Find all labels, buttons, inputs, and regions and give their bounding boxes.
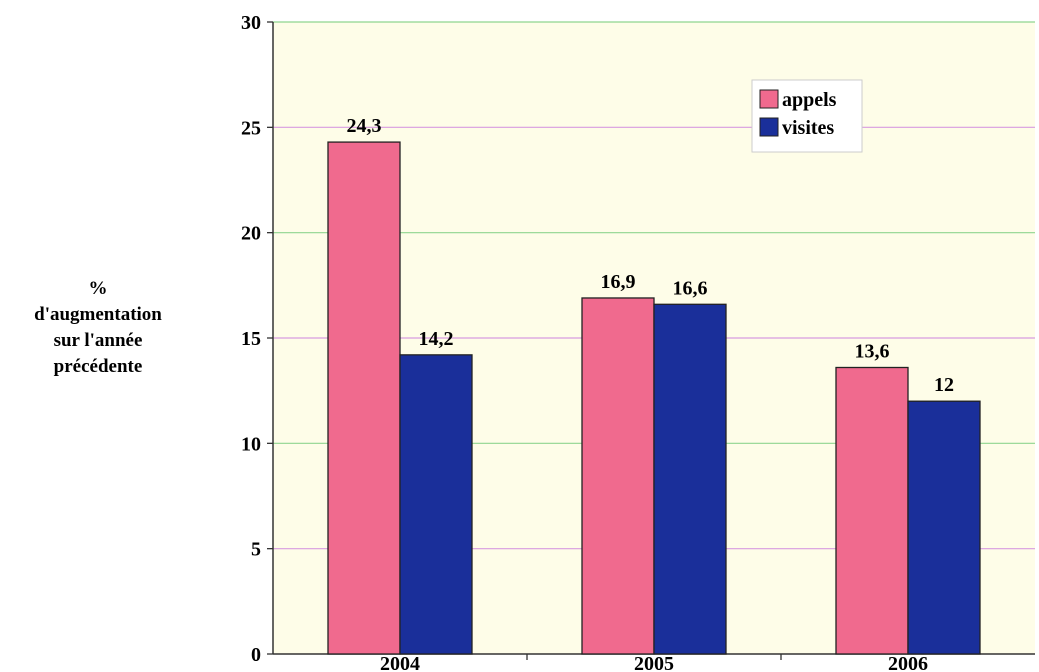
data-label: 13,6	[855, 340, 890, 362]
y-tick-label: 10	[241, 433, 261, 455]
data-label: 24,3	[347, 115, 382, 137]
bar-appels-2005	[581, 297, 655, 655]
legend-label-appels: appels	[782, 89, 837, 111]
bar-appels-2004	[327, 141, 401, 655]
legend-swatch-visites	[759, 117, 779, 137]
y-tick-label: 5	[251, 539, 261, 561]
y-tick-label: 30	[241, 12, 261, 34]
y-tick-label: 0	[251, 644, 261, 666]
bar-visites-2004	[399, 354, 473, 655]
x-tick-label: 2004	[380, 653, 420, 672]
bar-appels-2006	[835, 366, 909, 655]
x-tick-label: 2005	[634, 653, 674, 672]
y-tick-label: 15	[241, 328, 261, 350]
x-tick-label: 2006	[888, 653, 928, 672]
y-axis-label-line: sur l'année	[53, 330, 143, 351]
y-axis-label-line: %	[88, 278, 108, 299]
data-label: 16,6	[673, 277, 708, 299]
y-tick-label: 20	[241, 223, 261, 245]
legend-swatch-appels	[759, 89, 779, 109]
legend-label-visites: visites	[782, 117, 834, 139]
y-tick-label: 25	[241, 117, 261, 139]
data-label: 14,2	[419, 328, 454, 350]
y-axis-label-line: précédente	[53, 356, 143, 377]
y-axis-label: % d'augmentation sur l'année précédente	[8, 276, 188, 380]
bar-visites-2006	[907, 400, 981, 655]
data-label: 16,9	[601, 271, 636, 293]
y-axis-label-line: d'augmentation	[34, 304, 162, 325]
data-label: 12	[934, 374, 954, 396]
bar-visites-2005	[653, 303, 727, 655]
